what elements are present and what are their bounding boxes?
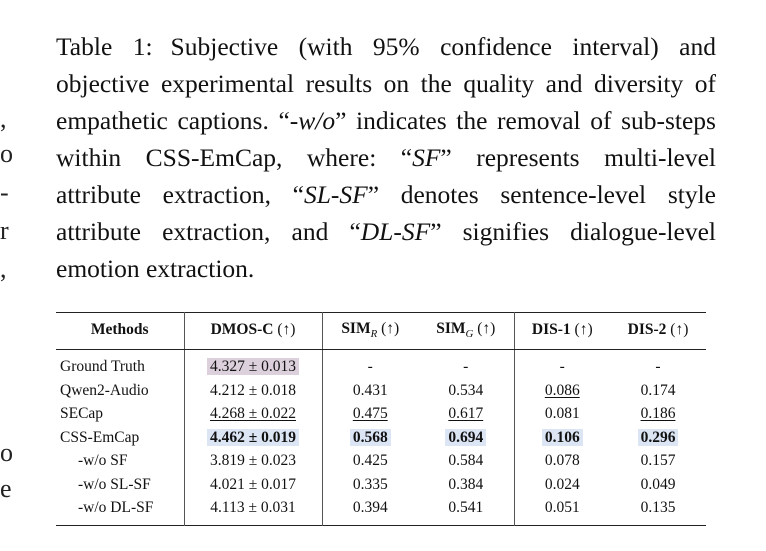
caption-label: Table 1: — [56, 32, 153, 61]
edge-mark: e — [0, 474, 12, 503]
dis-1-cell: 0.078 — [544, 452, 580, 470]
best-value-highlight: 0.694 — [445, 428, 487, 446]
dis-1-cell: 0.051 — [544, 499, 580, 517]
dis-2-cell: - — [655, 358, 661, 376]
sim-g-cell: 0.584 — [418, 449, 515, 473]
header-dis-1: DIS-1 (↑) — [514, 312, 610, 351]
edge-mark: - — [0, 178, 9, 207]
caption-text: ” indicates the removal of sub-steps wit… — [56, 106, 716, 172]
header-dmos-c: DMOS-C (↑) — [184, 312, 323, 351]
dmos-cell: 4.327 ± 0.013 — [184, 349, 323, 379]
caption-text: Subjective (with 95% confidence interval… — [56, 32, 716, 135]
method-cell: -w/o SL-SF — [56, 472, 185, 497]
caption-term: -w/o — [289, 106, 336, 135]
sim-r-cell: 0.394 — [352, 499, 388, 517]
table-row: Qwen2-Audio 4.212 ± 0.018 0.431 0.534 0.… — [56, 378, 706, 403]
dis-1-cell: - — [559, 358, 565, 376]
header-sim-g: SIMG (↑) — [418, 312, 515, 351]
sim-r-cell: 0.568 — [322, 426, 418, 450]
header-dis-2: DIS-2 (↑) — [610, 312, 706, 351]
dmos-cell: 3.819 ± 0.023 — [184, 449, 323, 473]
best-value-highlight: 0.568 — [349, 428, 391, 446]
results-table-wrapper: Methods DMOS-C (↑) SIMR (↑) SIMG (↑) DIS… — [56, 312, 706, 526]
table-row: -w/o SF 3.819 ± 0.023 0.425 0.584 0.078 … — [56, 449, 706, 473]
method-cell: Qwen2-Audio — [56, 378, 185, 403]
dis-1-cell: 0.106 — [514, 426, 610, 450]
table-row: -w/o SL-SF 4.021 ± 0.017 0.335 0.384 0.0… — [56, 472, 706, 497]
edge-mark: o — [0, 139, 13, 168]
edge-mark: o — [0, 438, 13, 467]
table-row: Ground Truth 4.327 ± 0.013 - - - - — [56, 349, 706, 379]
table-caption: Table 1: Subjective (with 95% confidence … — [56, 28, 716, 287]
dis-1-cell: 0.086 — [514, 379, 610, 403]
dmos-cell: 4.462 ± 0.019 — [184, 425, 323, 450]
table-row: -w/o DL-SF 4.113 ± 0.031 0.394 0.541 0.0… — [56, 496, 706, 526]
best-value-highlight: 4.462 ± 0.019 — [206, 428, 299, 446]
method-cell: Ground Truth — [56, 349, 185, 379]
dis-2-cell: 0.296 — [610, 426, 706, 450]
header-methods: Methods — [56, 312, 185, 351]
table-row: SECap 4.268 ± 0.022 0.475 0.617 0.081 0.… — [56, 402, 706, 426]
method-cell: SECap — [56, 402, 185, 426]
sim-r-cell: 0.475 — [322, 402, 418, 426]
dmos-cell: 4.212 ± 0.018 — [184, 378, 323, 403]
dis-2-cell: 0.186 — [610, 402, 706, 426]
sim-r-cell: 0.431 — [352, 381, 388, 399]
method-cell: -w/o DL-SF — [56, 496, 185, 526]
dis-2-cell: 0.174 — [640, 381, 676, 399]
second-best-value: 4.268 ± 0.022 — [209, 405, 296, 423]
results-table: Methods DMOS-C (↑) SIMR (↑) SIMG (↑) DIS… — [56, 312, 706, 526]
dmos-cell: 4.021 ± 0.017 — [184, 472, 323, 497]
dmos-cell: 4.268 ± 0.022 — [184, 402, 323, 426]
edge-mark: , — [0, 104, 7, 133]
second-best-value: 0.475 — [352, 405, 388, 423]
second-best-value: 0.617 — [448, 405, 484, 423]
sim-r-cell: - — [367, 358, 373, 376]
header-row: Methods DMOS-C (↑) SIMR (↑) SIMG (↑) DIS… — [56, 312, 706, 351]
ground-truth-highlight: 4.327 ± 0.013 — [206, 358, 299, 376]
method-cell: -w/o SF — [56, 449, 185, 473]
sim-r-cell: 0.425 — [352, 452, 388, 470]
edge-mark: r — [0, 216, 9, 245]
caption-text: ” denotes sentence-level style attribute… — [56, 180, 716, 246]
best-value-highlight: 0.296 — [637, 428, 679, 446]
second-best-value: 0.186 — [640, 405, 676, 423]
header-sim-r: SIMR (↑) — [322, 312, 418, 351]
dis-2-cell: 0.157 — [640, 452, 676, 470]
dis-2-cell: 0.135 — [640, 499, 676, 517]
dis-1-cell: 0.081 — [544, 405, 580, 423]
sim-g-cell: 0.541 — [418, 496, 515, 526]
sim-g-cell: - — [418, 349, 515, 379]
dmos-cell: 4.113 ± 0.031 — [184, 496, 323, 526]
sim-r-cell: 0.335 — [352, 475, 388, 493]
caption-text: ” represents multi-level attribute extra… — [56, 143, 716, 209]
dis-1-cell: 0.024 — [544, 475, 580, 493]
caption-term: DL-SF — [360, 217, 431, 246]
sim-g-cell: 0.617 — [418, 402, 515, 426]
caption-term: SL-SF — [303, 180, 368, 209]
best-value-highlight: 0.106 — [541, 428, 583, 446]
dis-2-cell: 0.049 — [640, 475, 676, 493]
method-cell: CSS-EmCap — [56, 425, 185, 450]
caption-text: ” signifies dialogue-level emotion extra… — [56, 217, 716, 283]
edge-mark: , — [0, 254, 7, 283]
sim-g-cell: 0.694 — [418, 425, 515, 450]
second-best-value: 0.086 — [544, 381, 580, 399]
caption-term: SF — [412, 143, 441, 172]
sim-g-cell: 0.384 — [418, 472, 515, 497]
sim-g-cell: 0.534 — [418, 378, 515, 403]
table-row: CSS-EmCap 4.462 ± 0.019 0.568 0.694 0.10… — [56, 425, 706, 450]
